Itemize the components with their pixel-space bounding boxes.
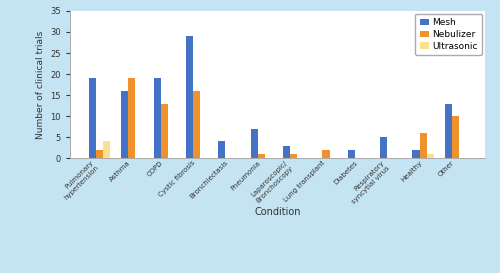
Bar	[193, 91, 200, 158]
Bar	[160, 103, 168, 158]
X-axis label: Condition: Condition	[254, 207, 301, 218]
Bar	[154, 78, 160, 158]
Bar	[380, 137, 387, 158]
Bar	[426, 154, 434, 158]
Bar	[218, 141, 226, 158]
Y-axis label: Number of clinical trials: Number of clinical trials	[36, 31, 45, 139]
Bar	[258, 154, 265, 158]
Bar	[412, 150, 420, 158]
Bar	[250, 129, 258, 158]
Bar	[96, 150, 103, 158]
Bar	[121, 91, 128, 158]
Bar	[322, 150, 330, 158]
Bar	[420, 133, 426, 158]
Bar	[186, 36, 193, 158]
Bar	[103, 141, 110, 158]
Bar	[445, 103, 452, 158]
Legend: Mesh, Nebulizer, Ultrasonic: Mesh, Nebulizer, Ultrasonic	[415, 14, 482, 55]
Bar	[283, 146, 290, 158]
Bar	[89, 78, 96, 158]
Bar	[348, 150, 355, 158]
Bar	[452, 116, 459, 158]
Bar	[290, 154, 297, 158]
Bar	[128, 78, 136, 158]
